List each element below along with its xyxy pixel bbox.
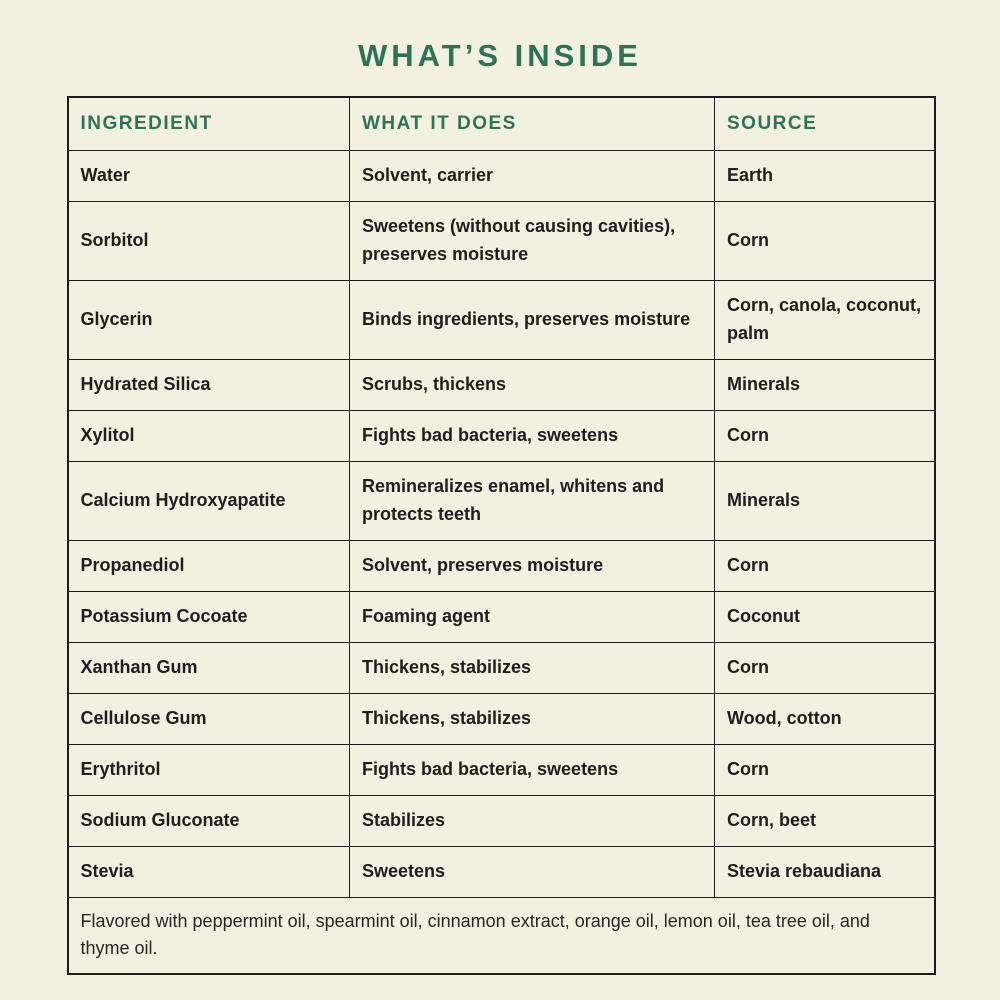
table-row: Flavored with peppermint oil, spearmint … — [67, 896, 935, 975]
flavor-footer-note: Flavored with peppermint oil, spearmint … — [67, 896, 935, 975]
function-cell: Thickens, stabilizes — [349, 692, 715, 745]
table-row: Stevia Sweetens Stevia rebaudiana — [67, 845, 935, 898]
ingredients-table: INGREDIENT WHAT IT DOES SOURCE Water Sol… — [66, 96, 936, 975]
function-cell: Thickens, stabilizes — [349, 641, 715, 694]
source-cell: Corn, canola, coconut, palm — [714, 279, 935, 360]
ingredient-cell: Calcium Hydroxyapatite — [67, 460, 350, 541]
table-row: Propanediol Solvent, preserves moisture … — [67, 539, 935, 592]
header-what-it-does: WHAT IT DOES — [349, 96, 715, 151]
source-cell: Minerals — [714, 460, 935, 541]
source-cell: Stevia rebaudiana — [714, 845, 935, 898]
table-row: Xylitol Fights bad bacteria, sweetens Co… — [67, 409, 935, 462]
source-cell: Corn — [714, 743, 935, 796]
function-cell: Solvent, preserves moisture — [349, 539, 715, 592]
table-row: Xanthan Gum Thickens, stabilizes Corn — [67, 641, 935, 694]
ingredient-cell: Sorbitol — [67, 200, 350, 281]
source-cell: Corn, beet — [714, 794, 935, 847]
table-row: Sorbitol Sweetens (without causing cavit… — [67, 200, 935, 281]
ingredients-table-container: INGREDIENT WHAT IT DOES SOURCE Water Sol… — [66, 96, 936, 975]
source-cell: Minerals — [714, 358, 935, 411]
table-row: Potassium Cocoate Foaming agent Coconut — [67, 590, 935, 643]
ingredient-cell: Sodium Gluconate — [67, 794, 350, 847]
table-row: Hydrated Silica Scrubs, thickens Mineral… — [67, 358, 935, 411]
ingredient-cell: Potassium Cocoate — [67, 590, 350, 643]
table-row: Calcium Hydroxyapatite Remineralizes ena… — [67, 460, 935, 541]
source-cell: Earth — [714, 149, 935, 202]
table-row: Glycerin Binds ingredients, preserves mo… — [67, 279, 935, 360]
source-cell: Wood, cotton — [714, 692, 935, 745]
function-cell: Scrubs, thickens — [349, 358, 715, 411]
ingredient-cell: Hydrated Silica — [67, 358, 350, 411]
function-cell: Sweetens — [349, 845, 715, 898]
header-row: INGREDIENT WHAT IT DOES SOURCE — [67, 96, 935, 151]
table-row: Water Solvent, carrier Earth — [67, 149, 935, 202]
function-cell: Remineralizes enamel, whitens and protec… — [349, 460, 715, 541]
source-cell: Corn — [714, 200, 935, 281]
source-cell: Coconut — [714, 590, 935, 643]
function-cell: Fights bad bacteria, sweetens — [349, 409, 715, 462]
function-cell: Sweetens (without causing cavities), pre… — [349, 200, 715, 281]
header-source: SOURCE — [714, 96, 935, 151]
header-ingredient: INGREDIENT — [67, 96, 350, 151]
table-row: Cellulose Gum Thickens, stabilizes Wood,… — [67, 692, 935, 745]
table-row: Sodium Gluconate Stabilizes Corn, beet — [67, 794, 935, 847]
ingredient-cell: Cellulose Gum — [67, 692, 350, 745]
page-title: WHAT’S INSIDE — [358, 38, 642, 73]
ingredient-cell: Stevia — [67, 845, 350, 898]
function-cell: Foaming agent — [349, 590, 715, 643]
function-cell: Stabilizes — [349, 794, 715, 847]
function-cell: Binds ingredients, preserves moisture — [349, 279, 715, 360]
function-cell: Fights bad bacteria, sweetens — [349, 743, 715, 796]
ingredient-cell: Xanthan Gum — [67, 641, 350, 694]
function-cell: Solvent, carrier — [349, 149, 715, 202]
ingredient-cell: Water — [67, 149, 350, 202]
ingredient-cell: Xylitol — [67, 409, 350, 462]
ingredient-cell: Erythritol — [67, 743, 350, 796]
ingredient-cell: Glycerin — [67, 279, 350, 360]
source-cell: Corn — [714, 409, 935, 462]
table-row: Erythritol Fights bad bacteria, sweetens… — [67, 743, 935, 796]
table-body: Water Solvent, carrier Earth Sorbitol Sw… — [67, 149, 935, 975]
table-header: INGREDIENT WHAT IT DOES SOURCE — [67, 96, 935, 151]
source-cell: Corn — [714, 641, 935, 694]
ingredient-cell: Propanediol — [67, 539, 350, 592]
source-cell: Corn — [714, 539, 935, 592]
